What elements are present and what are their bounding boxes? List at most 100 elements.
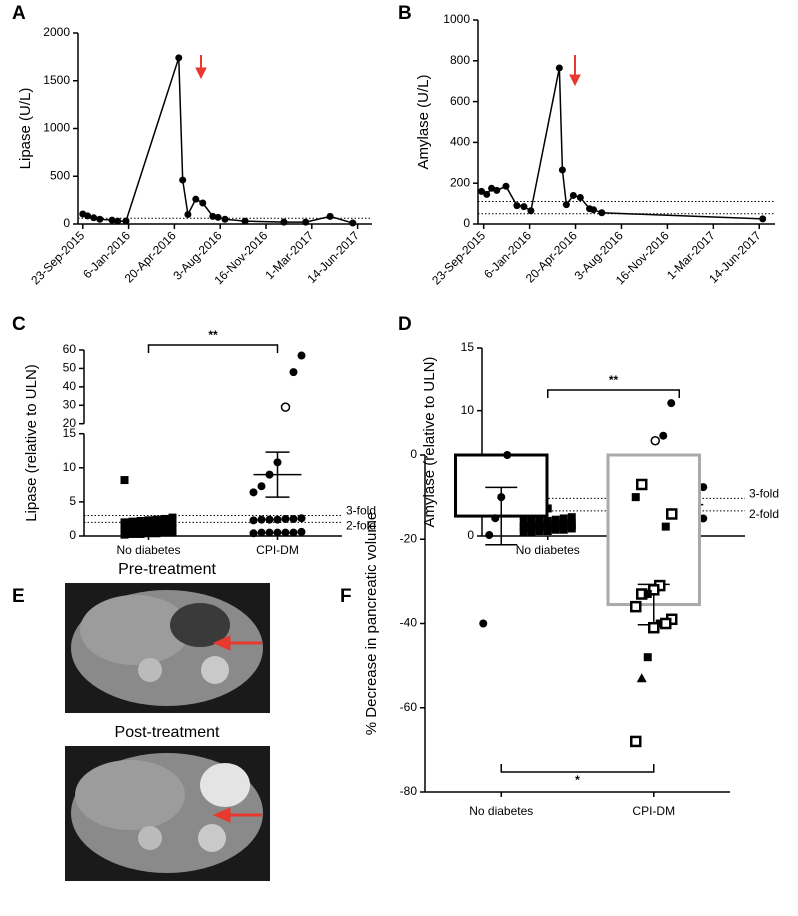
point [297,514,306,523]
y-tick-label: 1000 [443,12,470,26]
point [558,166,566,174]
significance-label: * [575,773,580,787]
point [598,209,606,217]
point [257,482,266,491]
point [527,207,535,215]
point [559,525,568,534]
point [289,528,298,537]
point [280,402,291,412]
y-tick-label: -40 [400,616,418,630]
point [502,182,510,190]
point [569,191,577,199]
data-line [481,67,763,220]
point [477,187,485,195]
point [265,528,274,537]
x-tick-label: No diabetes [469,804,533,818]
point [128,517,137,526]
x-tick-label: CPI-DM [256,543,299,557]
point [630,735,642,748]
point [326,212,334,220]
point [136,516,145,525]
point [152,515,161,524]
point [297,351,306,360]
panel-label: F [340,586,352,607]
red-arrow [569,55,581,87]
panel-label: A [12,3,26,24]
point [281,514,290,523]
point [759,215,767,223]
point [567,513,576,522]
x-tick-label: No diabetes [116,543,180,557]
y-tick-label: 800 [450,53,470,67]
point [257,528,266,537]
panel-label: D [398,314,412,335]
point [289,514,298,523]
point [160,514,169,523]
x-tick-label: 23-Sep-2015 [429,228,488,287]
point [555,64,563,72]
y-tick-label: 2000 [43,25,70,39]
point [503,451,512,459]
point [120,518,129,527]
point [114,217,122,225]
point [483,190,491,198]
y-tick-label: 20 [63,416,77,430]
point [527,528,536,537]
point [513,202,521,210]
point [280,218,288,226]
point [491,514,500,523]
y-tick-label: -20 [400,531,418,545]
point [90,214,98,222]
reference-label: 2-fold [749,507,779,521]
y-tick-label: 60 [63,342,77,356]
y-tick-label: 0 [410,447,417,461]
point [643,590,652,599]
point [648,584,660,596]
point [241,217,249,225]
point [349,219,357,227]
point [636,673,647,683]
point [249,529,258,538]
point [152,529,161,538]
point [249,488,258,497]
point [214,213,222,221]
point [168,519,177,528]
point [659,431,668,440]
point [160,519,169,528]
point [559,514,568,523]
y-tick-label: 50 [63,361,77,375]
point [273,528,282,537]
point [221,215,229,223]
point [699,514,708,523]
x-tick-label: No diabetes [516,543,580,557]
point [562,201,570,209]
y-tick-label: 0 [463,216,470,230]
point [302,218,310,226]
point [122,217,130,225]
point [160,528,169,537]
point [168,528,177,537]
y-tick-label: 15 [461,340,475,354]
point [120,530,129,539]
y-axis-label: % Decrease in pancreatic volume [363,512,380,735]
red-arrow [195,55,207,80]
point [543,526,552,535]
point [551,525,560,534]
point [179,176,187,184]
point [184,210,192,218]
point [567,524,576,533]
point [128,529,137,538]
point [488,184,496,192]
point [650,435,660,446]
significance-bracket [500,764,655,773]
y-axis-label: Lipase (relative to ULN) [23,364,40,522]
point [144,529,153,538]
point [660,617,672,630]
significance-label: ** [208,328,218,342]
point [630,600,642,613]
point [297,527,306,536]
point [631,493,640,502]
y-tick-label: 10 [63,460,77,474]
reference-label: 2-fold [346,519,376,533]
